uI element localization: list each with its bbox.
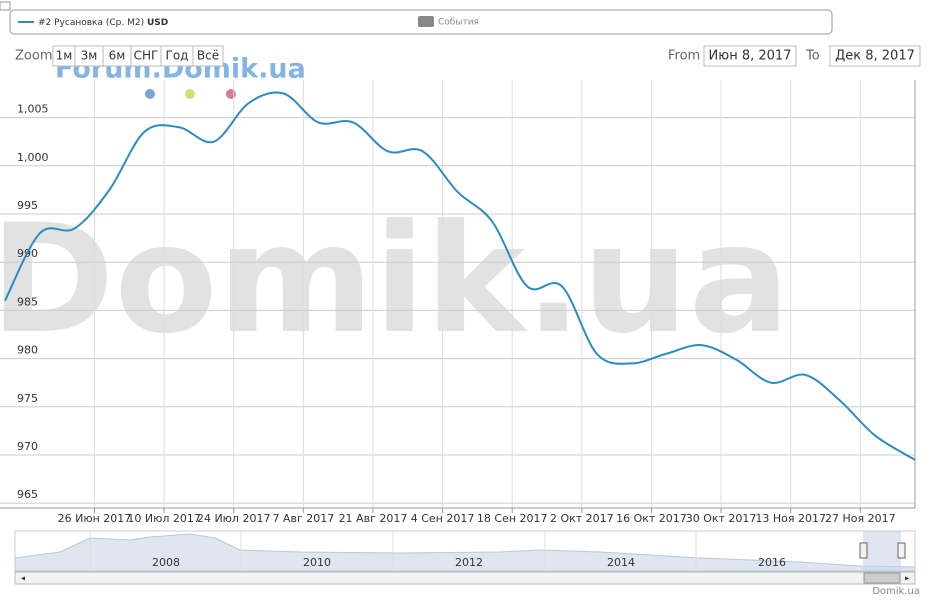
- x-tick-label: 16 Окт 2017: [616, 512, 687, 525]
- dot: [226, 89, 236, 99]
- zoom-button-label[interactable]: Всё: [197, 49, 219, 63]
- credit[interactable]: Domik.ua: [872, 586, 920, 597]
- zoom-label: Zoom: [15, 49, 52, 64]
- zoom-button-label[interactable]: Год: [166, 49, 189, 63]
- dot: [145, 89, 155, 99]
- x-tick-label: 7 Авг 2017: [272, 512, 334, 525]
- zoom-button-label[interactable]: 3м: [81, 49, 98, 63]
- y-tick-label: 965: [17, 488, 38, 501]
- legend-item[interactable]: #2 Русановка (Ср. M2) USD: [38, 18, 168, 28]
- navigator-handle[interactable]: [859, 542, 868, 559]
- navigator-year: 2008: [152, 556, 180, 569]
- watermark: Domik.ua: [0, 193, 790, 367]
- x-tick-label: 27 Ноя 2017: [825, 512, 896, 525]
- y-tick-label: 975: [17, 392, 38, 405]
- navigator-handle[interactable]: [897, 542, 906, 559]
- to-label: To: [805, 49, 820, 64]
- scrollbar-thumb[interactable]: [863, 572, 901, 584]
- x-tick-label: 21 Авг 2017: [339, 512, 408, 525]
- x-tick-label: 2 Окт 2017: [550, 512, 614, 525]
- handle: [0, 1, 11, 11]
- navigator-series: [14, 533, 916, 572]
- x-tick-label: 18 Сен 2017: [477, 512, 548, 525]
- navigator-year: 2016: [758, 556, 786, 569]
- from-value[interactable]: Июн 8, 2017: [709, 49, 792, 64]
- zoom-button-label[interactable]: 6м: [109, 49, 126, 63]
- zoom-button-label[interactable]: СНГ: [134, 49, 159, 63]
- navigator-year: 2012: [455, 556, 483, 569]
- dot: [185, 89, 195, 99]
- navigator-range[interactable]: [863, 531, 901, 571]
- x-tick-label: 24 Июл 2017: [197, 512, 271, 525]
- legend-events[interactable]: События: [438, 18, 479, 28]
- line-series: [4, 91, 916, 461]
- zoom-button[interactable]: [192, 45, 224, 67]
- to-value[interactable]: Дек 8, 2017: [835, 49, 915, 64]
- x-tick-label: 4 Сен 2017: [411, 512, 475, 525]
- scroll-left[interactable]: ◂: [21, 574, 25, 583]
- y-tick-label: 970: [17, 440, 38, 453]
- zoom-button-label[interactable]: 1м: [56, 49, 73, 63]
- x-tick-label: 30 Окт 2017: [686, 512, 757, 525]
- x-tick-label: 26 Июн 2017: [58, 512, 132, 525]
- y-tick-label: 985: [17, 295, 38, 308]
- x-tick-label: 10 Июл 2017: [127, 512, 201, 525]
- navigator-year: 2010: [303, 556, 331, 569]
- y-tick-label: 1,005: [17, 103, 49, 116]
- scrollbar[interactable]: [14, 571, 916, 585]
- to-input[interactable]: [829, 45, 921, 67]
- from-input[interactable]: [703, 45, 797, 67]
- y-tick-label: 995: [17, 199, 38, 212]
- from-label: From: [668, 49, 700, 64]
- scroll-right[interactable]: ▸: [905, 574, 909, 583]
- y-tick-label: 980: [17, 344, 38, 357]
- navigator-year: 2014: [607, 556, 635, 569]
- events-swatch: [418, 16, 434, 27]
- y-tick-label: 1,000: [17, 151, 49, 164]
- x-tick-label: 13 Ноя 2017: [755, 512, 826, 525]
